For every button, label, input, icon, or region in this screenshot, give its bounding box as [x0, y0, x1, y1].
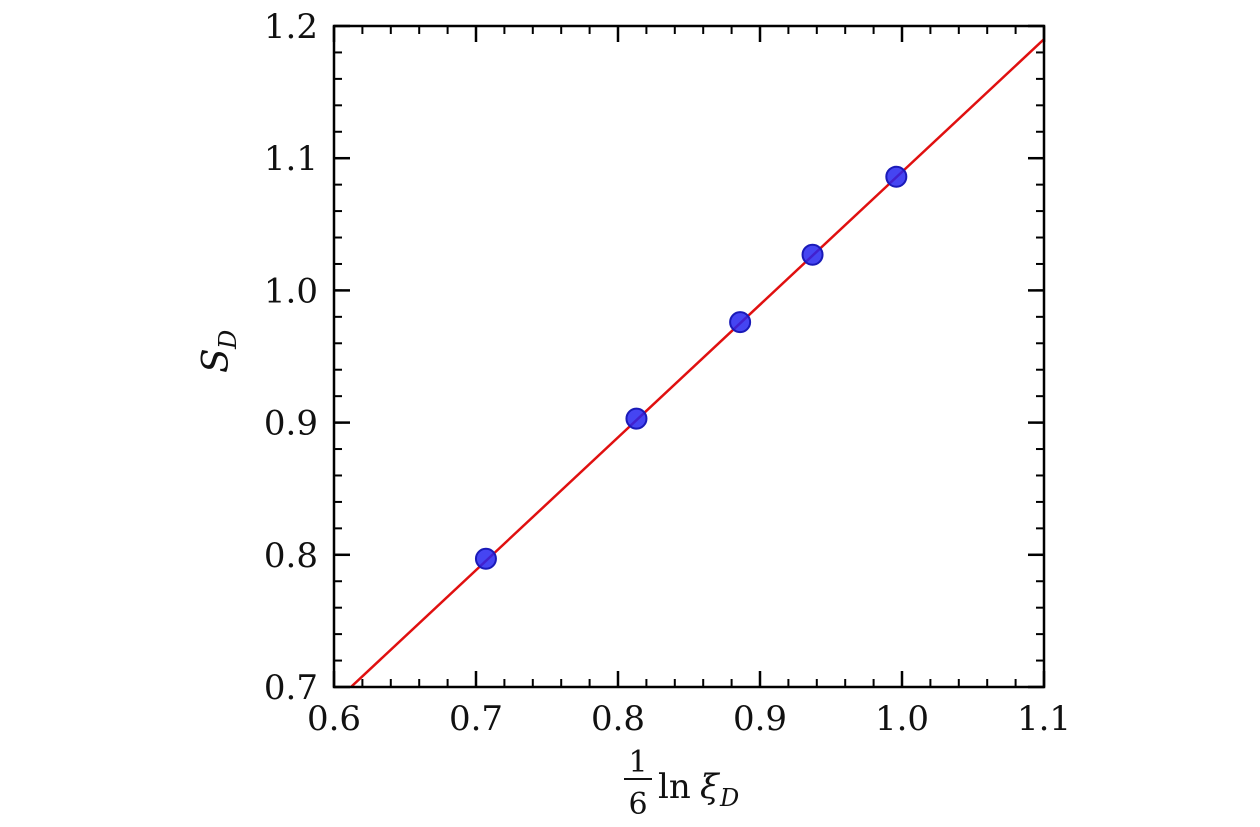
x-label-denominator: 6: [628, 787, 647, 822]
x-tick-labels: 0.6 0.7 0.8 0.9 1.0 1.1: [307, 699, 1071, 739]
y-tick-label: 0.8: [264, 536, 318, 576]
x-tick-label: 1.1: [1017, 699, 1071, 739]
x-tick-label: 1.0: [875, 699, 929, 739]
x-label-subscript: D: [719, 784, 739, 812]
x-tick-label: 0.8: [591, 699, 645, 739]
major-ticks: [332, 24, 1046, 689]
y-tick-label: 1.0: [264, 271, 318, 311]
x-tick-label: 0.9: [733, 699, 787, 739]
y-tick-label: 0.7: [264, 668, 318, 708]
x-label-numerator: 1: [628, 745, 647, 780]
x-tick-label: 0.6: [307, 699, 361, 739]
plot-frame: [332, 24, 1046, 689]
y-tick-label: 1.2: [264, 7, 318, 47]
y-label-symbol: S: [196, 348, 237, 373]
minor-ticks: [333, 25, 1045, 688]
data-point: [885, 165, 908, 188]
y-tick-label: 1.1: [264, 139, 318, 179]
x-label-xi: ξ: [700, 767, 721, 807]
data-point: [801, 243, 824, 266]
fit-line-layer: [349, 38, 1044, 687]
y-tick-labels: 0.7 0.8 0.9 1.0 1.1 1.2: [264, 7, 318, 708]
y-tick-label: 0.9: [264, 404, 318, 444]
data-point: [729, 311, 752, 334]
y-axis-title: S D: [196, 330, 242, 373]
data-point: [625, 407, 648, 430]
x-axis-title: 1 6 ln ξ D: [624, 745, 739, 822]
y-label-subscript: D: [214, 330, 242, 350]
data-points: [474, 165, 908, 570]
x-label-ln: ln: [658, 767, 691, 807]
x-tick-label: 0.7: [449, 699, 503, 739]
fit-line: [349, 38, 1044, 687]
data-point: [474, 547, 497, 570]
